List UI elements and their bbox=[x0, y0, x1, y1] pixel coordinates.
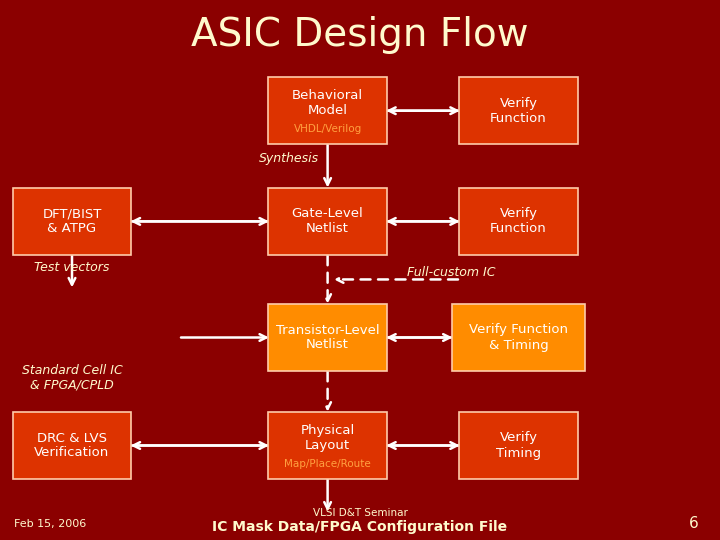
Text: ASIC Design Flow: ASIC Design Flow bbox=[192, 16, 528, 54]
FancyBboxPatch shape bbox=[13, 188, 132, 255]
Text: Behavioral
Model: Behavioral Model bbox=[292, 89, 363, 117]
Text: IC Mask Data/FPGA Configuration File: IC Mask Data/FPGA Configuration File bbox=[212, 519, 508, 534]
Text: Standard Cell IC
& FPGA/CPLD: Standard Cell IC & FPGA/CPLD bbox=[22, 364, 122, 392]
FancyBboxPatch shape bbox=[459, 411, 577, 480]
FancyBboxPatch shape bbox=[459, 188, 577, 255]
FancyBboxPatch shape bbox=[452, 303, 585, 372]
Text: Physical
Layout: Physical Layout bbox=[300, 424, 355, 452]
Text: Verify
Function: Verify Function bbox=[490, 97, 546, 125]
FancyBboxPatch shape bbox=[268, 188, 387, 255]
FancyBboxPatch shape bbox=[13, 411, 132, 480]
Text: Synthesis: Synthesis bbox=[259, 152, 320, 165]
FancyBboxPatch shape bbox=[268, 303, 387, 372]
FancyBboxPatch shape bbox=[268, 411, 387, 480]
Text: 6: 6 bbox=[688, 516, 698, 531]
Text: Feb 15, 2006: Feb 15, 2006 bbox=[14, 519, 86, 529]
FancyBboxPatch shape bbox=[459, 77, 577, 144]
Text: Transistor-Level
Netlist: Transistor-Level Netlist bbox=[276, 323, 379, 352]
Text: DRC & LVS
Verification: DRC & LVS Verification bbox=[35, 431, 109, 460]
Text: Verify Function
& Timing: Verify Function & Timing bbox=[469, 323, 568, 352]
Text: Verify
Function: Verify Function bbox=[490, 207, 546, 235]
Text: DFT/BIST
& ATPG: DFT/BIST & ATPG bbox=[42, 207, 102, 235]
Text: Gate-Level
Netlist: Gate-Level Netlist bbox=[292, 207, 364, 235]
Text: Map/Place/Route: Map/Place/Route bbox=[284, 459, 371, 469]
Text: Test vectors: Test vectors bbox=[35, 261, 109, 274]
Text: VLSI D&T Seminar: VLSI D&T Seminar bbox=[312, 508, 408, 518]
Text: Full-custom IC: Full-custom IC bbox=[407, 266, 495, 279]
Text: Verify
Timing: Verify Timing bbox=[496, 431, 541, 460]
FancyBboxPatch shape bbox=[268, 77, 387, 144]
Text: VHDL/Verilog: VHDL/Verilog bbox=[294, 124, 361, 134]
